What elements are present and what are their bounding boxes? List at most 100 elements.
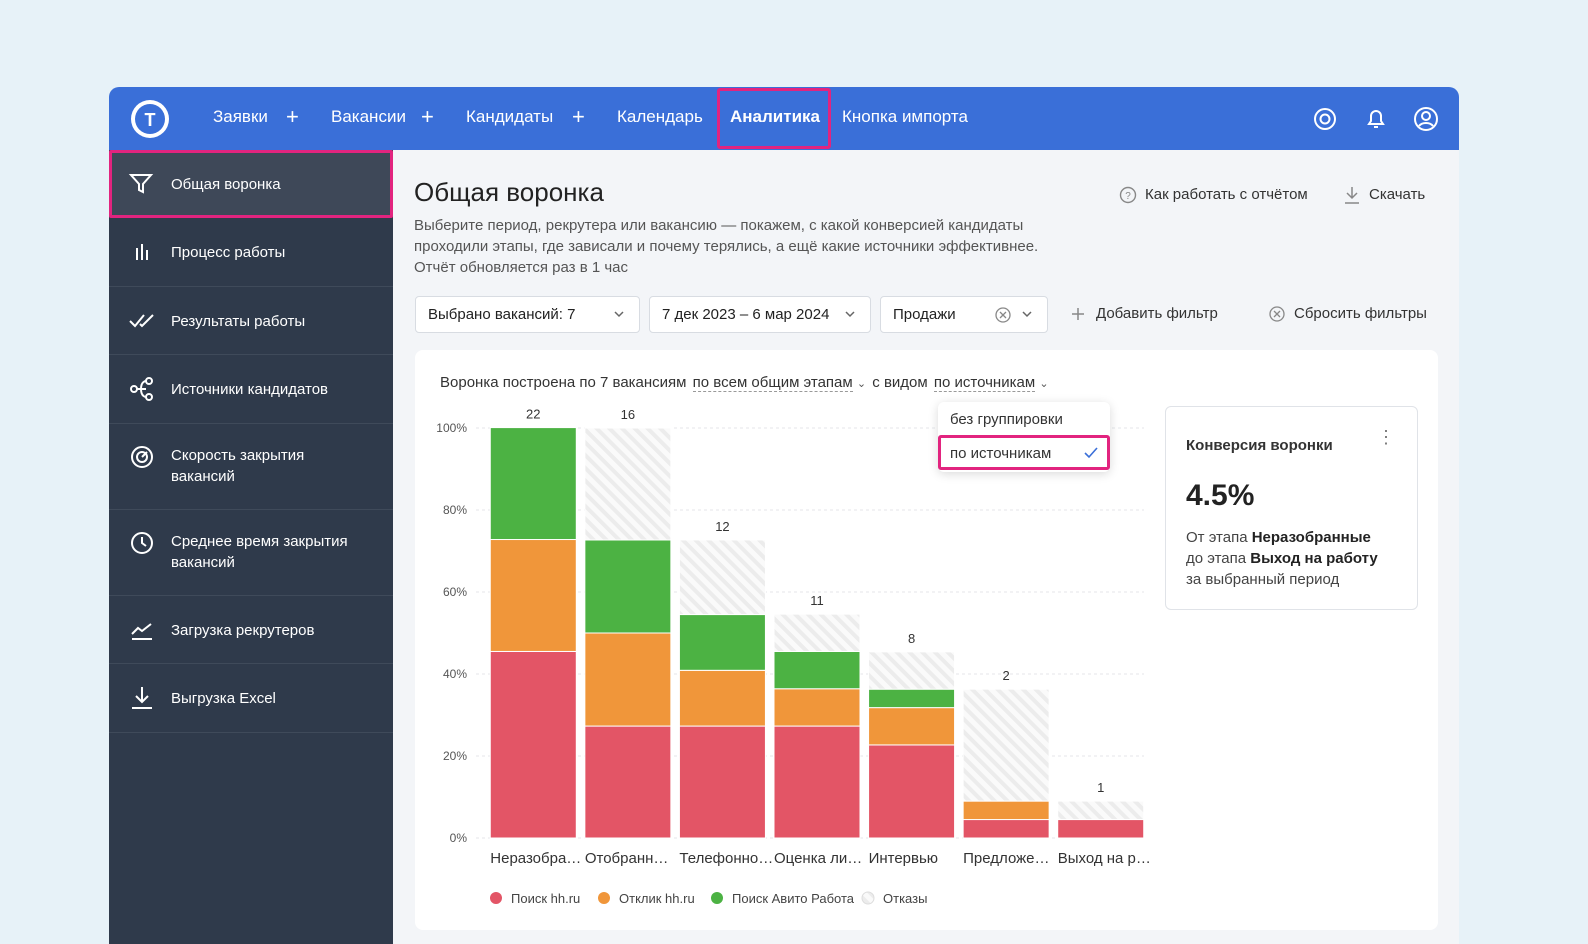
sidebar-item-active[interactable]: Общая воронка [109, 150, 393, 218]
logo[interactable]: T [127, 96, 173, 142]
logo-text: T [145, 110, 156, 130]
bar-segment [584, 539, 672, 634]
clear-icon[interactable] [994, 306, 1012, 324]
bar-segment [962, 688, 1050, 802]
nav-item[interactable]: Вакансии [331, 107, 406, 126]
add-button[interactable]: + [286, 104, 299, 129]
check-icon [129, 314, 154, 328]
top-nav: T Заявки + Вакансии + Кандидаты + Календ… [109, 87, 1459, 150]
bar-segment [678, 614, 766, 671]
text: за выбранный период [1186, 571, 1340, 588]
help-icon[interactable] [1312, 106, 1338, 132]
bar-segment [678, 725, 766, 839]
sidebar-label: Общая воронка [171, 176, 281, 193]
nav-item[interactable]: Заявки [213, 107, 268, 126]
vacancy-select[interactable]: Выбрано вакансий: 7 [415, 296, 640, 333]
sidebar-item[interactable]: Источники кандидатов [109, 355, 393, 424]
bar-segment [868, 744, 956, 839]
chevron [845, 311, 855, 318]
y-tick-label: 100% [436, 421, 467, 435]
conversion-value: 4.5% [1186, 479, 1255, 512]
sidebar-label: Источники кандидатов [171, 381, 329, 398]
page-title: Общая воронка [414, 177, 604, 207]
add-button[interactable]: + [572, 104, 585, 129]
x-tick-label: Выход на р… [1058, 850, 1151, 867]
y-tick-label: 60% [443, 585, 467, 599]
help-link[interactable]: Как работать с отчётом [1145, 186, 1308, 203]
menu-icon[interactable]: ⋮ [1377, 427, 1395, 447]
dropdown-option-selected[interactable]: по источникам [938, 435, 1110, 470]
bar-segment [962, 819, 1050, 839]
text: до этапа [1186, 550, 1247, 567]
nav-item[interactable]: Кандидаты [466, 107, 554, 126]
total-label: 12 [715, 519, 729, 534]
conversion-text: От этапа Неразобранные до этапа Выход на… [1186, 527, 1378, 590]
nav-item-active[interactable]: Аналитика [730, 107, 820, 126]
bar-segment [868, 688, 956, 709]
chevron [614, 311, 624, 318]
x-tick-label: Предложе… [963, 850, 1049, 867]
stage-name: Неразобранные [1251, 529, 1371, 546]
sidebar-item[interactable]: Результаты работы [109, 287, 393, 355]
sidebar-item[interactable]: Загрузка рекрутеров [109, 596, 393, 664]
option-label: по источникам [950, 445, 1052, 462]
sidebar-label: Результаты работы [171, 313, 306, 330]
add-button[interactable]: + [421, 104, 434, 129]
stages-select[interactable]: по всем общим этапам [692, 374, 853, 392]
sidebar-item[interactable]: Процесс работы [109, 218, 393, 287]
svg-text:?: ? [1125, 191, 1131, 202]
description: Выберите период, рекрутера или вакансию … [414, 215, 1038, 278]
y-tick-label: 0% [450, 831, 468, 845]
bar-segment [962, 800, 1050, 821]
view-select[interactable]: по источникам [933, 374, 1036, 392]
total-label: 11 [810, 593, 824, 608]
department-select[interactable]: Продажи [880, 296, 1048, 333]
plus-icon [1072, 308, 1084, 320]
bar-segment [868, 651, 956, 690]
bar-segment [584, 725, 672, 839]
period-select[interactable]: 7 дек 2023 – 6 мар 2024 [649, 296, 871, 333]
bar-segment [773, 725, 861, 839]
download-link[interactable]: Скачать [1369, 186, 1426, 203]
legend-label: Отклик hh.ru [619, 891, 695, 906]
bar-segment [489, 650, 577, 839]
sidebar-item[interactable]: Среднее время закрытия вакансий [109, 510, 393, 596]
sidebar-item[interactable]: Скорость закрытия вакансий [109, 424, 393, 510]
total-label: 1 [1097, 780, 1104, 795]
reset-icon [1269, 306, 1285, 322]
description-line: Отчёт обновляется раз в 1 час [414, 259, 628, 276]
dropdown-option[interactable]: без группировки [950, 411, 1063, 428]
nav-item[interactable]: Календарь [617, 107, 703, 126]
export-icon [132, 687, 152, 709]
add-filter[interactable]: Добавить фильтр [1096, 305, 1218, 322]
legend-label: Поиск hh.ru [511, 891, 580, 906]
bar-segment [1057, 800, 1145, 821]
description-line: проходили этапы, где зависали и почему т… [414, 238, 1039, 255]
x-tick-label: Оценка ли… [774, 850, 862, 867]
total-label: 22 [526, 407, 540, 422]
view-label: с видом [872, 374, 928, 391]
check-mark [1084, 447, 1098, 459]
reset-filters[interactable]: Сбросить фильтры [1294, 305, 1427, 322]
clock-icon [131, 532, 153, 554]
chevron [1022, 311, 1032, 318]
highlight [717, 88, 831, 149]
bell-icon[interactable] [1363, 106, 1389, 132]
bar-segment [773, 650, 861, 690]
sidebar-label: Среднее время закрытия вакансий [171, 533, 348, 571]
sidebar-label: Выгрузка Excel [171, 690, 276, 707]
nav-item[interactable]: Кнопка импорта [842, 107, 968, 126]
select-value: Продажи [893, 306, 956, 323]
profile-icon[interactable] [1413, 106, 1439, 132]
sidebar-label: Загрузка рекрутеров [171, 622, 315, 639]
bar-segment [489, 539, 577, 652]
bar-segment [773, 613, 861, 652]
y-tick-label: 40% [443, 667, 467, 681]
bar-segment [678, 669, 766, 727]
sidebar-item[interactable]: Выгрузка Excel [109, 664, 393, 733]
conversion-title: Конверсия воронки [1186, 437, 1333, 454]
legend-label: Поиск Авито Работа [732, 891, 855, 906]
chart-controls: Воронка построена по 7 вакансиям по всем… [440, 374, 1049, 392]
